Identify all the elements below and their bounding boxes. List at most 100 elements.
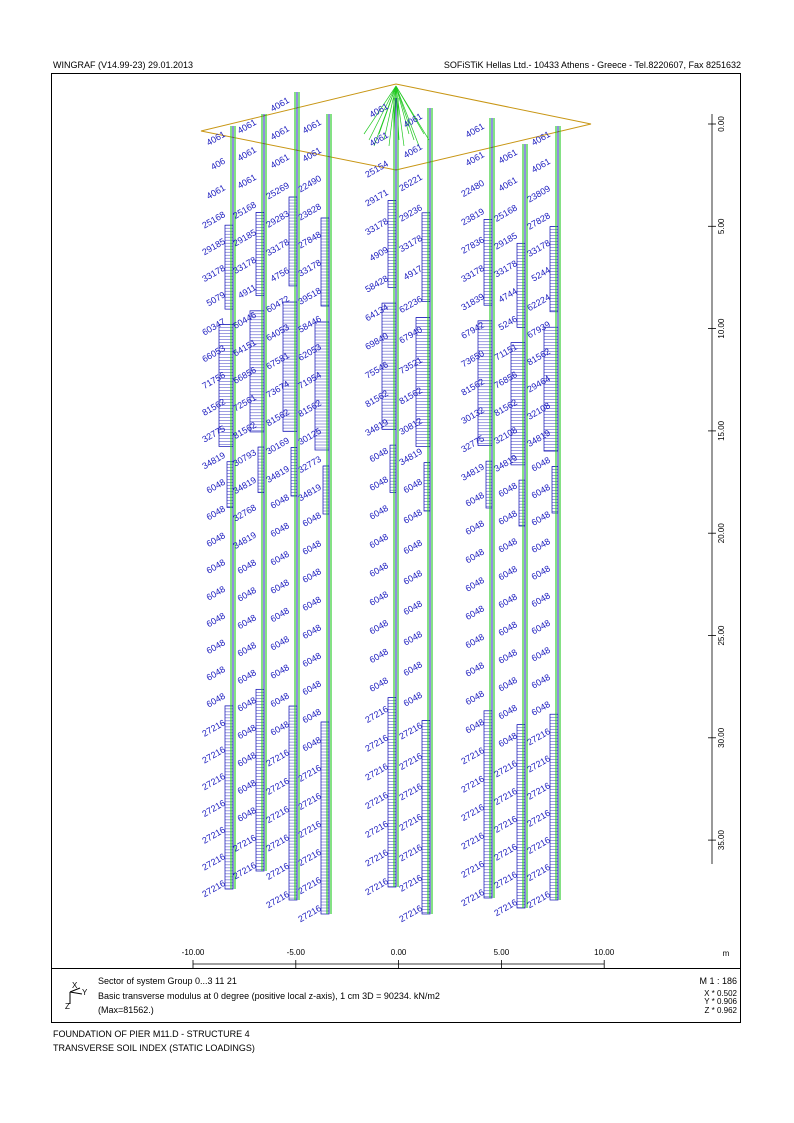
pile-value-label: 67939 [525,319,552,340]
soil-modulus-block [483,219,493,306]
soil-modulus-block [290,447,298,497]
pile-value-label: 6048 [236,557,258,576]
pile-value-label: 73674 [264,379,291,400]
pile-value-label: 6048 [464,660,486,679]
pile-cap-strut [395,85,430,141]
pile-value-label: 27828 [525,211,552,232]
pile-value-label: 33178 [397,233,424,254]
pile-value-label: 27216 [459,802,486,823]
pile-value-label: 6048 [205,611,227,630]
pile-value-label: 27216 [459,859,486,880]
pile-value-label: 27216 [492,814,519,835]
pile-value-label: 67581 [264,350,291,371]
pile: 4061 4061 25168 29185 33178 4744 5246 71151 7685… [492,144,528,918]
pile-value-label: 27216 [492,897,519,918]
pile-value-label: 6048 [236,612,258,631]
drawing-frame: 4061 406 4061 25168 29185 33178 5079 60347 66053… [51,73,741,1023]
pile-value-label: 25154 [363,158,390,179]
pile-value-label: 6048 [530,699,552,718]
pile-value-label: 5079 [205,290,227,309]
pile-value-label: 6048 [402,629,424,648]
pile-value-label: 27216 [264,776,291,797]
pile-value-label: 6048 [530,591,552,610]
pile-value-label: 6048 [205,637,227,656]
pile-value-label: 62224 [525,292,552,313]
horizontal-axis-tick-label: 5.00 [494,948,510,957]
vertical-axis-tick-label: 30.00 [717,727,726,748]
pile-value-label: 6048 [301,510,323,529]
horizontal-axis-tick-label: 10.00 [594,948,615,957]
pile-value-label: 29171 [363,187,390,208]
pile-value-label: 34819 [296,482,323,503]
pile-value-label: 29236 [397,202,424,223]
pile-value-label: 6048 [205,557,227,576]
pile-cap-strut [383,85,397,141]
pile-value-label: 27216 [525,835,552,856]
pile-value-label: 6048 [269,634,291,653]
pile-value-label: 27216 [459,887,486,908]
vertical-axis-tick-label: 0.00 [717,116,726,132]
pile-value-label: 6048 [301,707,323,726]
pile-value-label: 6048 [497,730,519,749]
pile-value-label: 27216 [525,726,552,747]
pile-value-label: 6048 [530,618,552,637]
pile-value-label: 6048 [368,675,390,694]
pile-value-label: 4061 [236,172,258,191]
pile-value-label: 6048 [464,490,486,509]
pile-value-label: 6048 [269,691,291,710]
soil-modulus-block [387,697,397,888]
pile-value-label: 27216 [200,851,227,872]
pile-value-label: 6048 [301,735,323,754]
pile-value-label: 4061 [464,149,486,168]
pile-value-label: 73650 [459,348,486,369]
pile-value-label: 27216 [264,832,291,853]
pile-value-label: 6048 [269,520,291,539]
pile-value-label: 25168 [200,209,227,230]
horizontal-axis-tick-label: 0.00 [391,948,407,957]
axis-y-label: Y [82,988,88,997]
pile-cap-strut [378,85,397,135]
pile-value-label: 6048 [368,474,390,493]
pile-value-label: 34819 [525,428,552,449]
pile-value-label: 6048 [301,622,323,641]
pile-value-label: 4061 [205,183,227,202]
pile-value-label: 27216 [525,753,552,774]
pile-value-label: 6048 [402,507,424,526]
pile-value-label: 62053 [296,342,323,363]
pile-value-label: 6048 [368,589,390,608]
pile-value-label: 33178 [459,263,486,284]
pile-value-label: 75546 [363,359,390,380]
vertical-axis-tick-label: 5.00 [717,218,726,234]
legend-y-direction: Y * 0.906 [704,997,737,1006]
pile-value-label: 27216 [200,798,227,819]
pile-value-label: 27216 [492,786,519,807]
pile-value-label: 6048 [236,750,258,769]
pile-value-label: 6048 [269,549,291,568]
pile-value-label: 27216 [363,876,390,897]
pile-value-label: 6048 [205,477,227,496]
pile-value-label: 5244 [530,265,552,284]
pile: 4061 4061 4061 25269 29283 33178 4756 60472 6405… [264,92,300,910]
pile-value-label: 66053 [200,343,227,364]
pile-value-label: 6048 [497,508,519,527]
pile-value-label: 58446 [296,314,323,335]
pile-value-label: 27216 [525,862,552,883]
pile-value-label: 62236 [397,294,424,315]
pile-value-label: 58428 [363,273,390,294]
pile-value-label: 4756 [269,265,291,284]
pile-value-label: 27216 [200,878,227,899]
pile-value-label: 4061 [402,142,424,161]
pile-value-label: 6048 [464,688,486,707]
pile-value-label: 27216 [264,861,291,882]
pile-value-label: 6048 [236,640,258,659]
soil-modulus-block [387,200,397,288]
pile-value-label: 27216 [397,781,424,802]
pile-value-label: 27216 [296,847,323,868]
vertical-axis-tick-label: 20.00 [717,523,726,544]
pile-cap-strut [395,85,410,135]
pile-value-label: 27216 [363,761,390,782]
legend-line-3: (Max=81562.) [98,1005,154,1015]
axis-unit-label: m [723,949,730,958]
vertical-axis-tick-label: 15.00 [717,420,726,441]
pile: 4061 4061 22490 23828 27848 33178 39518 58446 62… [296,114,332,924]
